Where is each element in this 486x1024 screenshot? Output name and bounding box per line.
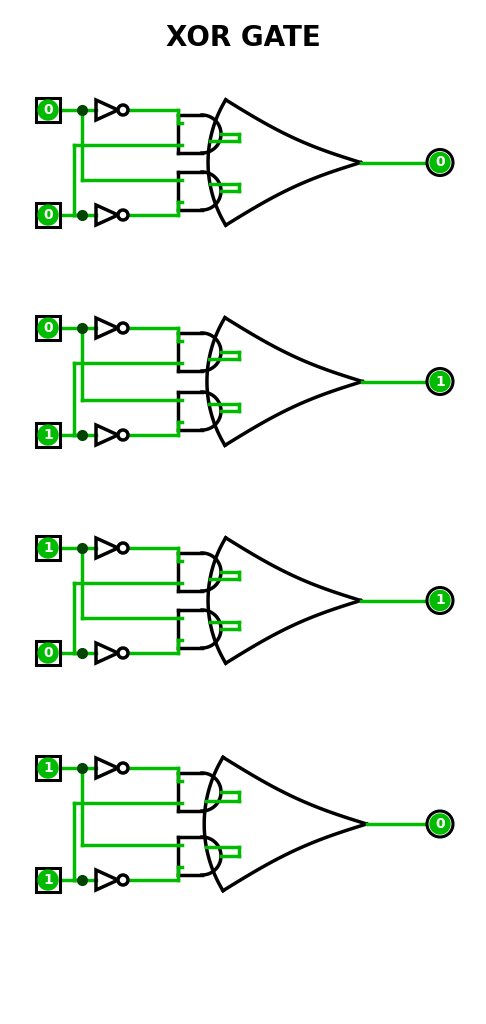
- Bar: [36, 423, 60, 447]
- Text: XOR GATE: XOR GATE: [166, 24, 320, 52]
- Circle shape: [38, 870, 58, 890]
- Circle shape: [38, 538, 58, 558]
- Circle shape: [430, 591, 450, 610]
- Circle shape: [38, 758, 58, 778]
- Circle shape: [118, 105, 128, 115]
- Text: 1: 1: [43, 541, 53, 555]
- Circle shape: [430, 372, 450, 391]
- Circle shape: [118, 323, 128, 333]
- Bar: [36, 536, 60, 560]
- Text: 0: 0: [43, 321, 53, 335]
- Bar: [36, 868, 60, 892]
- Text: 0: 0: [435, 817, 445, 831]
- Circle shape: [430, 814, 450, 834]
- Text: 1: 1: [43, 761, 53, 775]
- Circle shape: [427, 811, 453, 837]
- Circle shape: [38, 100, 58, 120]
- Circle shape: [430, 153, 450, 172]
- Text: 1: 1: [435, 594, 445, 607]
- Circle shape: [427, 588, 453, 613]
- Circle shape: [38, 643, 58, 663]
- Text: 0: 0: [435, 156, 445, 170]
- Bar: [36, 641, 60, 665]
- Bar: [36, 98, 60, 122]
- Text: 1: 1: [43, 428, 53, 442]
- Text: 0: 0: [43, 208, 53, 222]
- Circle shape: [118, 430, 128, 440]
- Bar: [36, 756, 60, 780]
- Circle shape: [118, 543, 128, 553]
- Text: 1: 1: [43, 873, 53, 887]
- Bar: [36, 203, 60, 227]
- Circle shape: [427, 150, 453, 175]
- Text: 0: 0: [43, 646, 53, 660]
- Circle shape: [38, 205, 58, 225]
- Bar: [36, 316, 60, 340]
- Text: 0: 0: [43, 103, 53, 117]
- Circle shape: [118, 874, 128, 885]
- Circle shape: [38, 318, 58, 338]
- Circle shape: [38, 425, 58, 445]
- Circle shape: [118, 210, 128, 220]
- Circle shape: [118, 648, 128, 658]
- Circle shape: [427, 369, 453, 394]
- Text: 1: 1: [435, 375, 445, 388]
- Circle shape: [118, 763, 128, 773]
